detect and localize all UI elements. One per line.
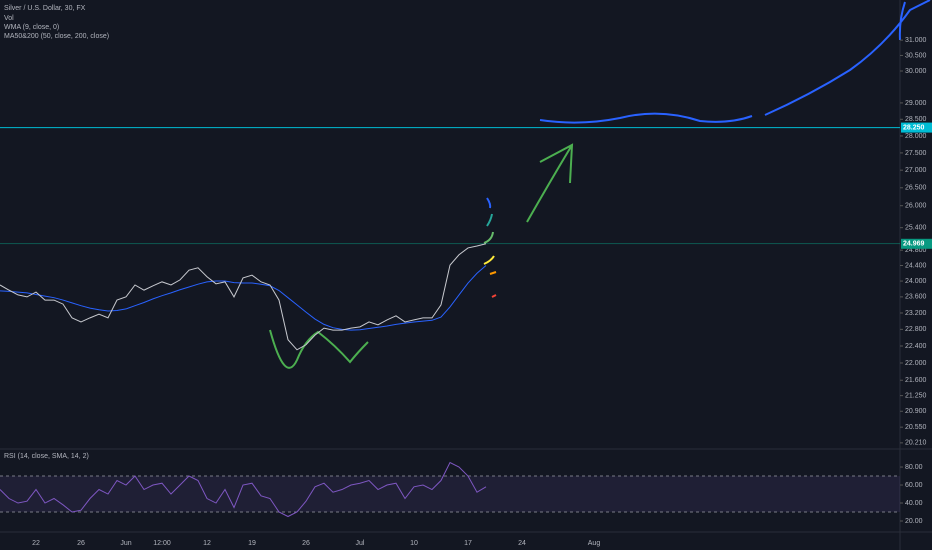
y-tick-label: 22.000 (905, 360, 927, 367)
y-tick-label: 20.00 (905, 518, 923, 525)
price-label: 24.969 (903, 241, 925, 248)
y-tick-label: 30.500 (905, 52, 927, 59)
legend-entry: MA50&200 (50, close, 200, close) (4, 33, 109, 40)
x-tick-label: 12:00 (153, 540, 171, 547)
w-pattern-drawing (269, 329, 369, 369)
y-tick-label: 27.000 (905, 167, 927, 174)
y-tick-label: 26.500 (905, 185, 927, 192)
y-tick-label: 21.250 (905, 392, 927, 399)
x-tick-label: 24 (518, 540, 526, 547)
y-tick-label: 26.000 (905, 203, 927, 210)
y-tick-label: 24.000 (905, 278, 927, 285)
dash-drawing (486, 213, 493, 227)
y-tick-label: 40.00 (905, 500, 923, 507)
dash-drawing (486, 197, 492, 209)
y-tick-label: 20.900 (905, 408, 927, 415)
indicator-label: WMA (9, close, 0) (4, 24, 59, 31)
y-tick-label: 23.600 (905, 294, 927, 301)
y-tick-label: 22.400 (905, 343, 927, 350)
y-tick-label: 60.00 (905, 482, 923, 489)
y-tick-label: 25.400 (905, 225, 927, 232)
x-tick-label: 26 (302, 540, 310, 547)
indicator-label: Vol (4, 15, 14, 22)
dash-drawing (483, 255, 495, 265)
rsi-band (0, 476, 900, 513)
dash-drawing (489, 271, 497, 275)
arrow-drawing (526, 143, 574, 223)
x-tick-label: 12 (203, 540, 211, 547)
dash-drawing (491, 294, 497, 298)
y-tick-label: 28.000 (905, 133, 927, 140)
y-tick-label: 20.550 (905, 424, 927, 431)
x-tick-label: 22 (32, 540, 40, 547)
ma-line (0, 265, 487, 331)
projection-drawing (539, 0, 931, 124)
y-tick-label: 20.210 (905, 440, 927, 447)
y-tick-label: 24.400 (905, 262, 927, 269)
y-tick-label: 80.00 (905, 464, 923, 471)
y-tick-label: 21.600 (905, 377, 927, 384)
x-tick-label: Aug (588, 540, 601, 547)
price-label-box (901, 122, 932, 133)
y-tick-label: 23.200 (905, 310, 927, 317)
y-tick-label: 28.500 (905, 116, 927, 123)
price-line (0, 461, 487, 518)
x-tick-label: 17 (464, 540, 472, 547)
x-tick-label: 26 (77, 540, 85, 547)
price-line (0, 243, 487, 351)
dash-drawing (483, 231, 494, 244)
price-label-box (901, 238, 932, 249)
y-tick-label: 30.000 (905, 68, 927, 75)
y-tick-label: 27.500 (905, 150, 927, 157)
price-label: 28.250 (903, 124, 925, 131)
y-tick-label: 24.800 (905, 247, 927, 254)
chart-title: Silver / U.S. Dollar, 30, FX (4, 5, 86, 12)
rsi-title: RSI (14, close, SMA, 14, 2) (4, 453, 89, 460)
x-tick-label: 10 (410, 540, 418, 547)
x-tick-label: Jul (356, 540, 365, 547)
y-tick-label: 31.000 (905, 37, 927, 44)
x-tick-label: Jun (120, 540, 131, 547)
x-tick-label: 19 (248, 540, 256, 547)
y-tick-label: 22.800 (905, 326, 927, 333)
y-tick-label: 29.000 (905, 100, 927, 107)
